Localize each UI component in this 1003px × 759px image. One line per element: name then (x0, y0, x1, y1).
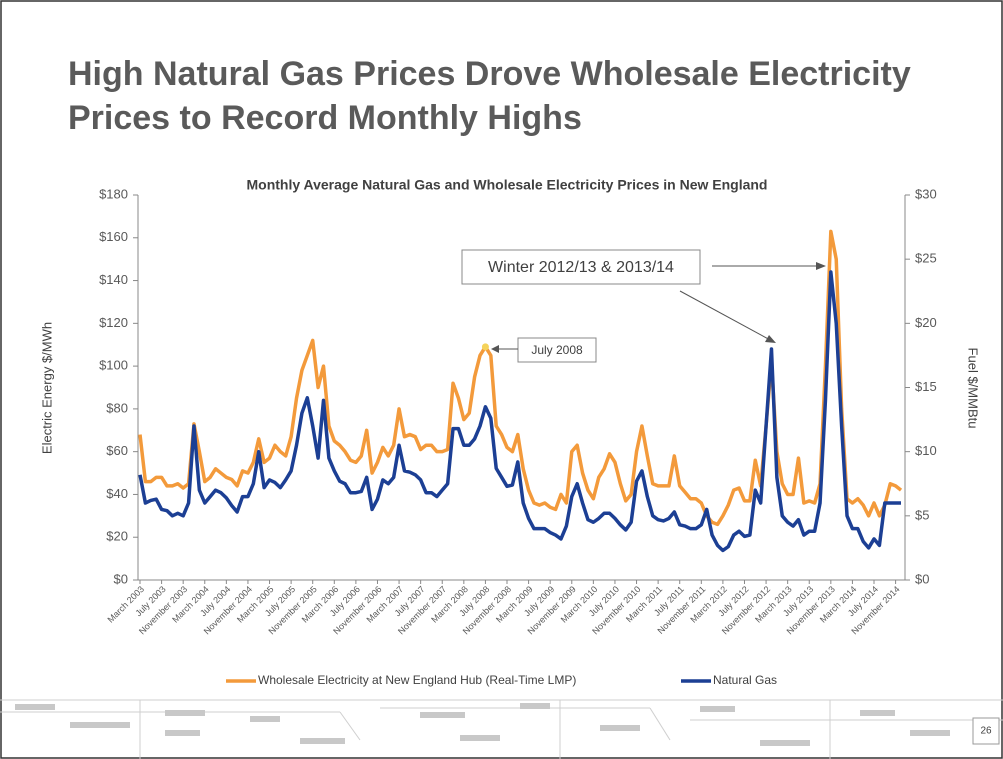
y-tick-label: $180 (99, 186, 128, 201)
y2-tick-label: $15 (915, 379, 937, 394)
annotation: Winter 2012/13 & 2013/14 (488, 259, 674, 276)
y-tick-label: $140 (99, 272, 128, 287)
page-number-box (972, 717, 1000, 745)
y2-tick-label: $25 (915, 251, 937, 266)
y-tick-label: $80 (106, 400, 128, 415)
slide-title: High Natural Gas Prices Drove Wholesale … (68, 55, 911, 137)
highlight-marker (481, 343, 489, 351)
y-tick-label: $120 (99, 315, 128, 330)
arrow-head (765, 335, 776, 343)
annotation: July 2008 (531, 343, 583, 357)
circuit-decoration (0, 699, 1003, 759)
y-tick-label: $0 (114, 571, 128, 586)
legend-label: Wholesale Electricity at New England Hub… (258, 673, 576, 687)
y2-axis-label: Fuel $/MMBtu (966, 348, 981, 429)
y2-tick-label: $10 (915, 443, 937, 458)
annotation-box (461, 249, 701, 285)
y-tick-label: $160 (99, 229, 128, 244)
y-tick-label: $20 (106, 529, 128, 544)
legend-label: Natural Gas (713, 673, 777, 687)
y2-tick-label: $0 (915, 571, 929, 586)
y-tick-label: $40 (106, 486, 128, 501)
y2-tick-label: $5 (915, 507, 929, 522)
annotation-box (517, 337, 597, 363)
arrow-head (491, 345, 499, 353)
y2-tick-label: $20 (915, 315, 937, 330)
y-tick-label: $100 (99, 358, 128, 373)
y-axis-label: Electric Energy $/MWh (39, 322, 54, 454)
arrow-head (816, 262, 826, 270)
page-number: 26 (980, 726, 992, 737)
chart-title: Monthly Average Natural Gas and Wholesal… (246, 177, 767, 193)
y-tick-label: $60 (106, 443, 128, 458)
y2-tick-label: $30 (915, 186, 937, 201)
series-line (138, 270, 901, 553)
annotation-arrow (679, 290, 773, 342)
